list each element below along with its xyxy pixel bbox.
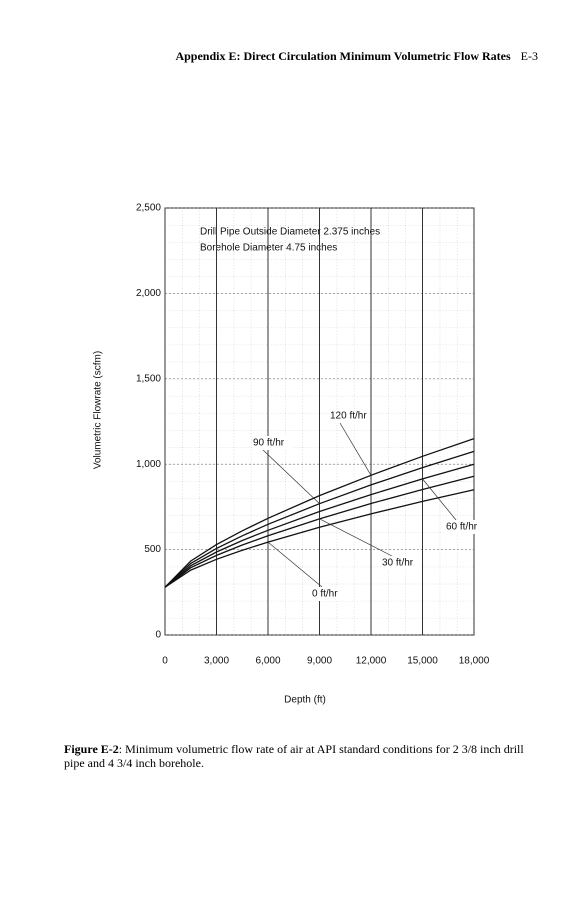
y-tick-label: 0	[155, 630, 161, 641]
line-series	[164, 463, 475, 588]
caption-text: : Minimum volumetric flow rate of air at…	[64, 742, 524, 770]
leader-line	[339, 422, 372, 476]
series-label: 90 ft/hr	[253, 438, 285, 449]
x-tick-label: 3,000	[204, 656, 229, 667]
x-tick-label: 6,000	[255, 656, 280, 667]
annotation: Borehole Diameter 4.75 inches	[200, 243, 337, 254]
header: Appendix E: Direct Circulation Minimum V…	[175, 49, 538, 64]
series-label: 120 ft/hr	[330, 411, 367, 422]
caption-label: Figure E-2	[64, 742, 119, 756]
x-tick-label: 12,000	[356, 656, 387, 667]
line-series	[164, 437, 475, 588]
label-bg	[252, 436, 292, 450]
x-tick-label: 0	[162, 656, 168, 667]
chart: Drill Pipe Outside Diameter 2.375 inches…	[93, 203, 490, 706]
x-tick-label: 9,000	[307, 656, 332, 667]
y-tick-label: 2,000	[136, 288, 161, 299]
leader-line	[319, 518, 393, 557]
x-axis-label: Depth (ft)	[284, 695, 326, 706]
series-label: 60 ft/hr	[446, 522, 478, 533]
y-tick-label: 1,500	[136, 373, 161, 384]
line-series	[164, 450, 475, 588]
series-label: 0 ft/hr	[312, 589, 338, 600]
header-title: Appendix E: Direct Circulation Minimum V…	[175, 49, 511, 63]
line-series	[164, 475, 475, 588]
y-tick-label: 500	[144, 544, 161, 555]
y-axis-label: Volumetric Flowrate (scfm)	[93, 351, 104, 469]
y-tick-label: 1,000	[136, 459, 161, 470]
x-tick-label: 18,000	[459, 656, 490, 667]
label-bg	[311, 587, 351, 601]
annotation: Drill Pipe Outside Diameter 2.375 inches	[200, 227, 380, 238]
label-bg	[329, 409, 369, 423]
leader-line	[262, 449, 320, 504]
series-label: 30 ft/hr	[382, 558, 414, 569]
y-tick-label: 2,500	[136, 203, 161, 214]
leader-line	[267, 541, 323, 588]
leader-line	[422, 478, 457, 521]
label-bg	[445, 520, 485, 534]
caption: Figure E-2: Minimum volumetric flow rate…	[64, 742, 524, 770]
page-number: E-3	[520, 49, 538, 63]
x-tick-label: 15,000	[407, 656, 438, 667]
label-bg	[381, 556, 421, 570]
